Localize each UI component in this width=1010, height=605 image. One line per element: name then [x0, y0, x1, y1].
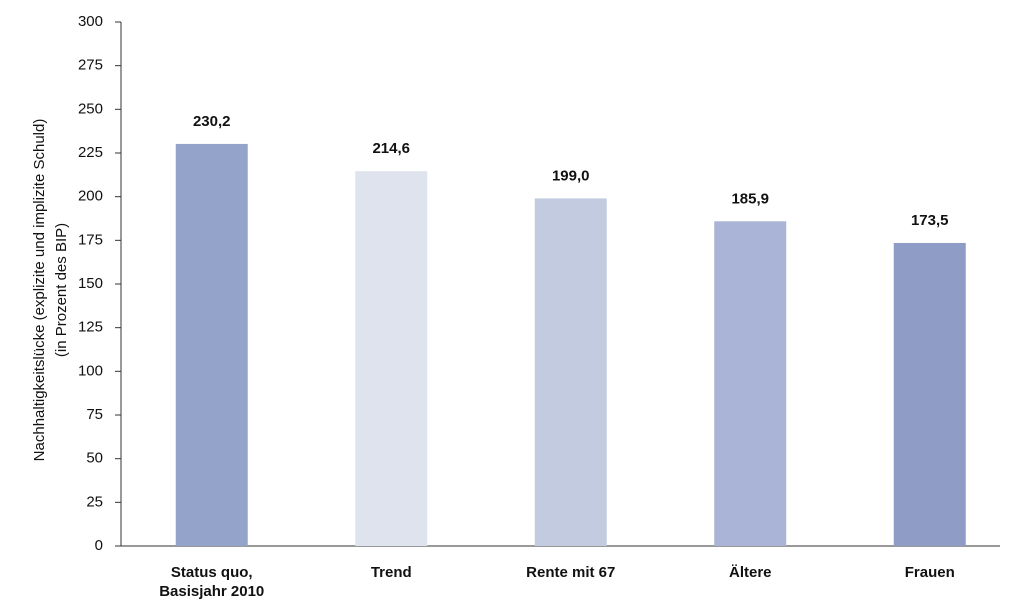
y-tick-label: 275 — [78, 57, 103, 74]
y-tick-label: 100 — [78, 362, 103, 379]
bar — [714, 221, 787, 546]
y-tick-label: 200 — [78, 188, 103, 205]
y-tick-label: 225 — [78, 144, 103, 161]
y-axis-title: Nachhaltigkeitslücke (explizite und impl… — [31, 119, 48, 462]
y-tick-label: 250 — [78, 100, 103, 117]
value-label: 214,6 — [372, 140, 410, 157]
bar — [355, 171, 428, 546]
value-label: 199,0 — [552, 167, 590, 184]
value-label: 185,9 — [731, 190, 769, 207]
x-tick-label: Status quo, Basisjahr 2010 — [159, 564, 265, 600]
y-tick-label: 25 — [86, 493, 103, 510]
bar — [175, 143, 248, 546]
y-tick-label: 50 — [86, 450, 103, 467]
y-tick-label: 150 — [78, 275, 103, 292]
x-tick-label: Ältere — [728, 564, 772, 581]
value-label: 230,2 — [193, 113, 231, 130]
bar — [893, 242, 966, 546]
y-tick-label: 75 — [86, 406, 103, 423]
y-tick-label: 125 — [78, 319, 103, 336]
value-label: 173,5 — [911, 212, 949, 229]
y-tick-label: 175 — [78, 231, 103, 248]
bar — [534, 198, 607, 546]
x-tick-label: Rente mit 67 — [526, 564, 616, 581]
y-axis-subtitle: (in Prozent des BIP) — [53, 223, 70, 357]
y-tick-label: 300 — [78, 13, 103, 30]
y-tick-label: 0 — [95, 537, 103, 554]
x-tick-label: Frauen — [904, 564, 955, 581]
x-tick-label: Trend — [370, 564, 412, 581]
